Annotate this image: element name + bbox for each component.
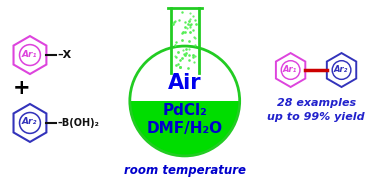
Text: Ar₂: Ar₂ [333,65,348,74]
Bar [130,28,240,93]
Text: Ar₁: Ar₁ [21,50,37,59]
Text: room temperature: room temperature [124,164,246,177]
Text: Ar₁: Ar₁ [282,65,297,74]
Text: –B(OH)₂: –B(OH)₂ [57,118,99,128]
Text: –X: –X [57,50,72,60]
Circle shape [130,46,240,156]
Wedge shape [130,46,240,101]
Text: DMF/H₂O: DMF/H₂O [147,122,223,137]
Text: up to 99% yield: up to 99% yield [267,112,365,122]
Text: PdCl₂: PdCl₂ [163,103,207,118]
Text: Air: Air [168,73,201,93]
Text: +: + [13,78,31,98]
Text: 28 examples: 28 examples [277,98,356,108]
Bar [171,8,199,73]
Text: Ar₂: Ar₂ [21,117,37,126]
